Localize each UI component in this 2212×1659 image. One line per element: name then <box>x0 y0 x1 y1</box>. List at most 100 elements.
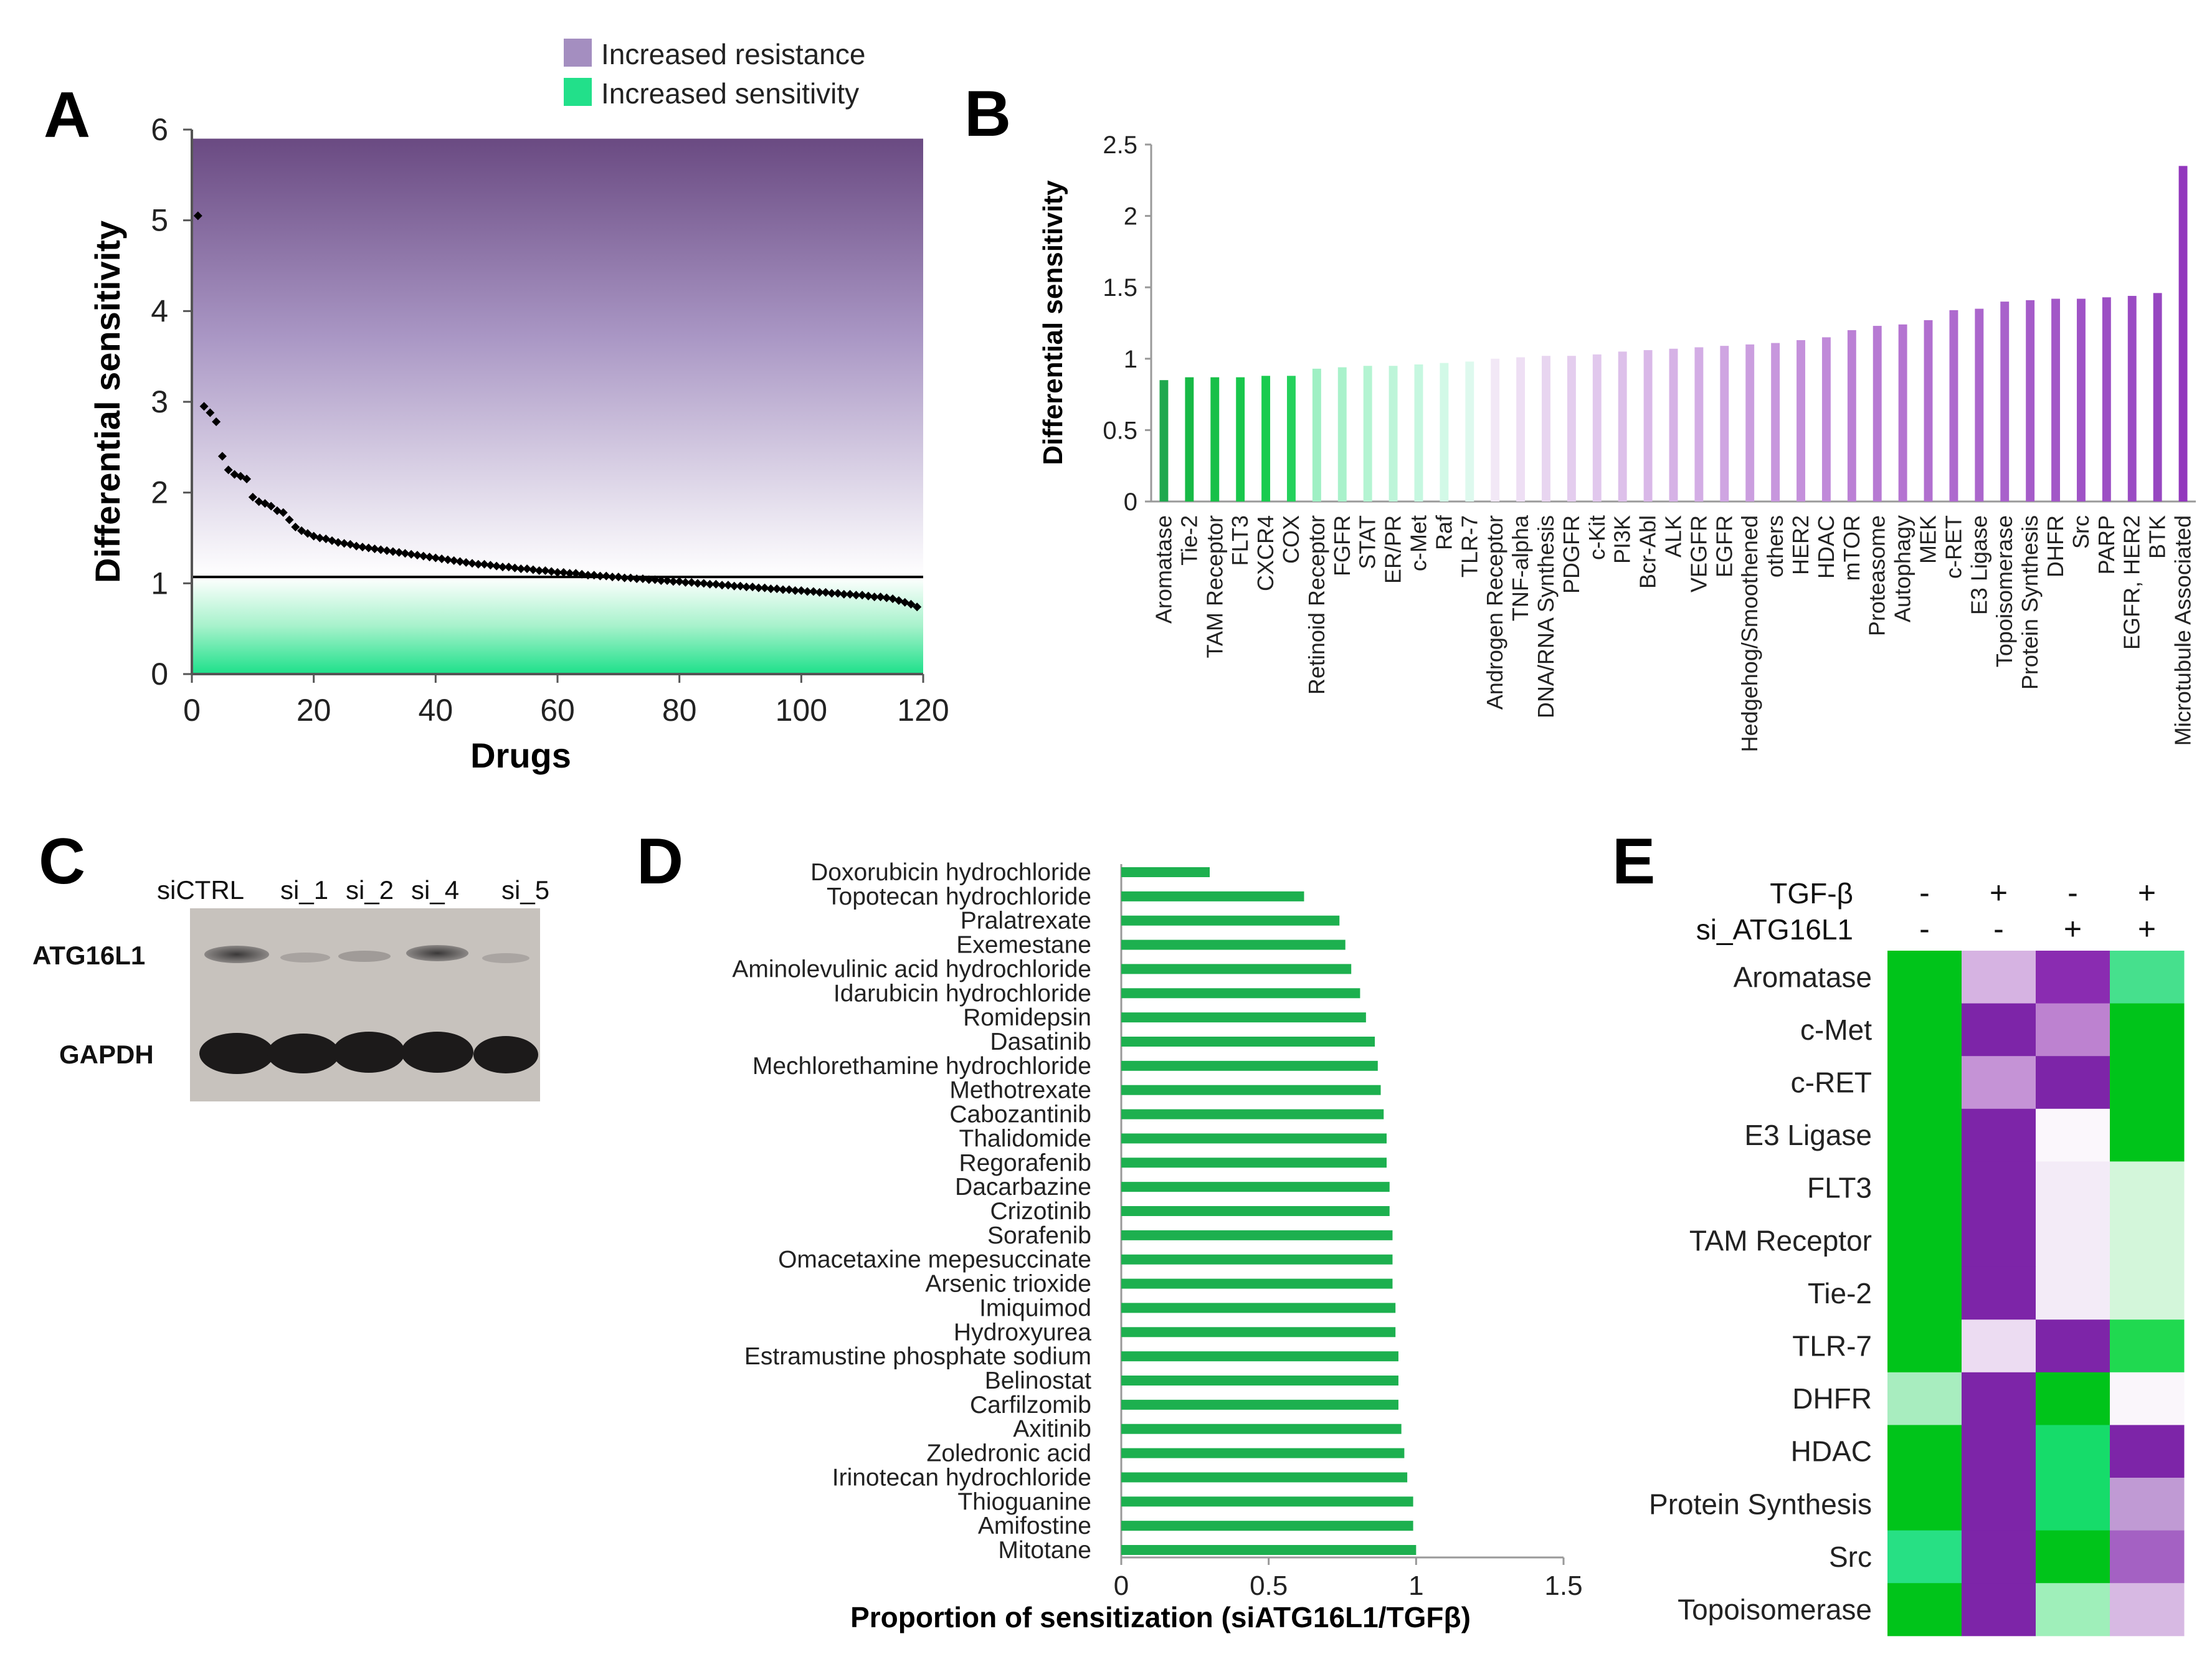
a-data-point <box>480 559 489 569</box>
d-drug-label: Mitotane <box>998 1537 1091 1564</box>
heat-cell <box>1962 1425 2036 1478</box>
a-data-point <box>407 549 416 559</box>
heat-row-label: Topoisomerase <box>1678 1594 1872 1626</box>
a-data-point <box>547 567 556 576</box>
d-drug-label: Estramustine phosphate sodium <box>744 1343 1091 1370</box>
b-y-tick-label: 0.5 <box>1103 417 1137 444</box>
a-data-point <box>772 584 782 594</box>
a-y-tick-label: 1 <box>151 566 168 601</box>
a-data-point <box>455 557 465 566</box>
d-drug-label: Irinotecan hydrochloride <box>832 1464 1091 1491</box>
d-drug-label: Regorafenib <box>959 1149 1091 1176</box>
panel-letter-e: E <box>1612 825 1655 898</box>
b-y-ticks: 0 0.5 1 1.5 2 2.5 <box>1103 131 1151 516</box>
b-category-label: BTK <box>2145 515 2170 559</box>
d-drug-label: Arsenic trioxide <box>925 1271 1091 1298</box>
lane-label-sictrl: siCTRL <box>157 875 244 905</box>
a-data-point <box>596 571 605 581</box>
heat-header-mark: - <box>2067 875 2078 910</box>
a-data-point <box>571 569 581 578</box>
d-drug-label: Methotrexate <box>949 1077 1091 1104</box>
a-data-point <box>236 472 245 481</box>
a-data-point <box>468 559 477 568</box>
panel-b-chart: 00.511.522.5 Aromatase Tie-2 TAM Receptor F… <box>1038 131 2196 752</box>
d-bar <box>1121 1496 1413 1507</box>
a-data-point <box>815 587 824 597</box>
d-bar <box>1121 867 1210 877</box>
heat-cell <box>1887 1161 1962 1215</box>
a-data-point <box>559 568 568 577</box>
a-data-point <box>687 578 696 587</box>
d-bar <box>1121 1278 1393 1289</box>
d-bar <box>1121 891 1304 901</box>
lane-label-si-2: si_2 <box>346 875 394 905</box>
heat-cell <box>2110 1108 2185 1162</box>
b-category-labels: Aromatase Tie-2 TAM Receptor FLT3 CXCR4 COX Re… <box>1151 515 2195 752</box>
a-data-point <box>212 417 221 427</box>
d-drug-label: Amifostine <box>978 1513 1091 1539</box>
b-bar <box>1185 377 1194 502</box>
b-category-label: COX <box>1278 515 1304 564</box>
d-drug-label: Doxorubicin hydrochloride <box>810 859 1091 886</box>
a-data-point <box>760 583 769 592</box>
heat-cell <box>1887 1583 1962 1637</box>
d-drug-label: Hydroxyurea <box>954 1319 1091 1346</box>
heat-row-label: Aromatase <box>1734 961 1872 993</box>
b-category-label: EGFR, HER2 <box>2119 515 2145 650</box>
lane-label-si-5: si_5 <box>501 875 549 905</box>
heat-header-mark: + <box>2138 911 2156 946</box>
a-x-tick-label: 100 <box>776 693 827 728</box>
heat-cell <box>2036 1267 2110 1320</box>
a-data-point <box>827 589 837 598</box>
a-data-point <box>370 544 379 553</box>
d-bar <box>1121 1376 1398 1386</box>
heat-header-mark: - <box>1993 911 2004 946</box>
heat-cell <box>2110 1161 2185 1215</box>
d-drug-label: Sorafenib <box>987 1222 1091 1249</box>
heat-cell <box>1887 1319 1962 1373</box>
d-drug-label: Mechlorethamine hydrochloride <box>752 1053 1091 1080</box>
a-data-point <box>224 465 233 475</box>
b-bar <box>1924 320 1933 502</box>
d-bar <box>1121 1157 1387 1168</box>
a-data-point <box>358 543 367 552</box>
a-data-point <box>437 554 447 564</box>
a-data-point <box>528 565 538 574</box>
b-bar <box>1745 344 1755 502</box>
heat-cell <box>1962 1372 2036 1425</box>
a-data-point <box>297 526 306 535</box>
b-category-label: PARP <box>2094 515 2119 574</box>
d-bar <box>1121 1424 1402 1434</box>
b-category-label: PDGFR <box>1559 515 1584 594</box>
b-y-tick-label: 1.5 <box>1103 274 1137 302</box>
a-data-point <box>412 551 422 560</box>
panel-letter-a: A <box>44 79 90 151</box>
b-category-label: Protein Synthesis <box>2017 515 2043 690</box>
heat-header-mark: - <box>1919 875 1930 910</box>
b-category-label: TAM Receptor <box>1202 515 1227 658</box>
d-bar <box>1121 939 1346 950</box>
d-drug-label: Dasatinib <box>990 1029 1091 1055</box>
a-data-point <box>431 553 440 563</box>
heat-cell <box>1962 1530 2036 1584</box>
a-data-point <box>553 568 562 577</box>
b-category-label: Topoisomerase <box>1991 515 2017 667</box>
panel-e-heatmap: TGF-β si_ATG16L1 - + - +- - + + Aromatasec-Met… <box>1649 875 2185 1637</box>
d-drug-label: Topotecan hydrochloride <box>827 883 1091 910</box>
heat-row-label: DHFR <box>1792 1382 1872 1415</box>
b-category-label: Retinoid Receptor <box>1304 515 1329 695</box>
d-drug-label: Axitinib <box>1013 1416 1091 1443</box>
heat-cell <box>1962 1003 2036 1057</box>
b-category-label: Hedgehog/Smoothened <box>1737 515 1762 752</box>
d-bar <box>1121 1109 1384 1119</box>
a-x-tick-label: 120 <box>897 693 949 728</box>
b-bar <box>1414 364 1423 502</box>
a-data-point <box>863 591 873 601</box>
heat-cell <box>1962 1319 2036 1373</box>
heat-row-label: FLT3 <box>1807 1172 1872 1204</box>
b-category-label: FLT3 <box>1227 515 1253 566</box>
a-data-point <box>449 556 458 565</box>
a-data-point <box>242 474 252 483</box>
a-data-point <box>565 569 574 578</box>
